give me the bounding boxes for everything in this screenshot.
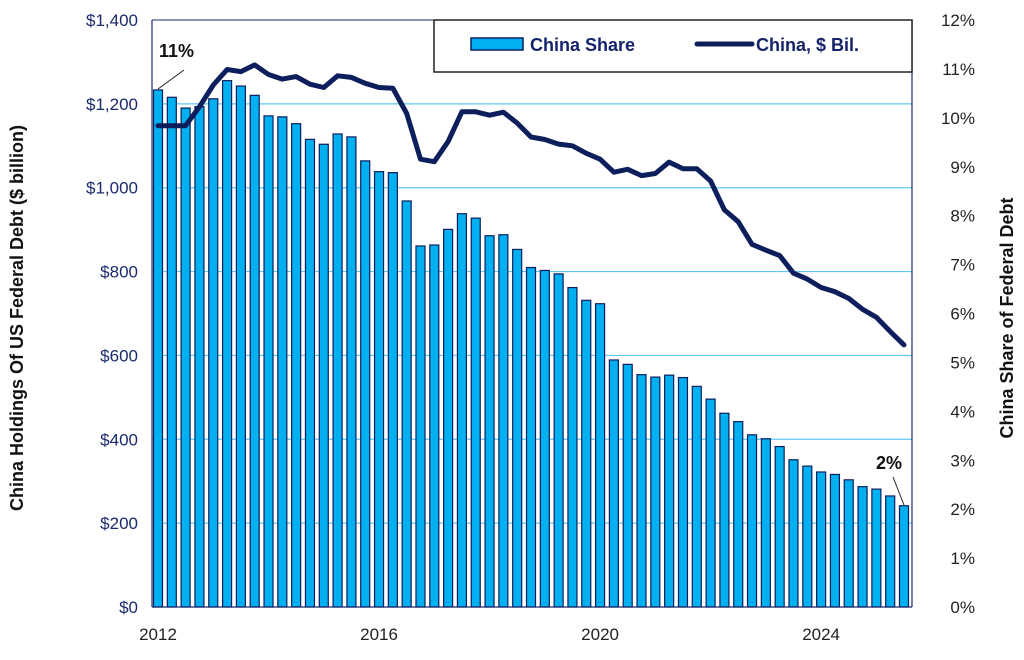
bar xyxy=(691,385,702,608)
right-axis-ticks: 0% 1% 2% 3% 4% 5% 6% 7% 8% 9% 10% 11% 12% xyxy=(941,11,975,617)
x-tick-label: 2016 xyxy=(360,625,398,644)
bar xyxy=(719,412,730,608)
x-tick-label: 2024 xyxy=(802,625,840,644)
bar xyxy=(746,434,758,608)
bar xyxy=(484,235,495,608)
bar xyxy=(760,438,771,608)
bar xyxy=(277,116,288,608)
bar xyxy=(429,244,440,608)
bar xyxy=(180,107,191,608)
right-tick-label: 9% xyxy=(950,158,975,177)
bar xyxy=(857,486,868,608)
right-tick-label: 12% xyxy=(941,11,975,30)
bar xyxy=(843,479,854,608)
left-tick-label: $1,000 xyxy=(86,179,138,198)
line-series-china-holdings xyxy=(155,62,907,348)
bar xyxy=(567,286,578,608)
right-tick-label: 3% xyxy=(950,451,975,470)
bar xyxy=(650,376,661,608)
right-tick-label: 10% xyxy=(941,109,975,128)
bar xyxy=(152,89,164,608)
bar xyxy=(346,136,357,608)
bar xyxy=(415,245,426,608)
right-tick-label: 5% xyxy=(950,353,975,372)
bar xyxy=(788,459,799,608)
bar xyxy=(304,138,316,608)
left-axis-title: China Holdings Of US Federal Debt ($ bil… xyxy=(7,125,27,511)
annotation-11pct: 11% xyxy=(157,41,194,90)
bar xyxy=(622,363,633,608)
bar xyxy=(885,495,896,608)
bar xyxy=(263,115,274,608)
bar xyxy=(816,471,827,608)
bar xyxy=(677,376,689,608)
right-tick-label: 0% xyxy=(950,598,975,617)
bar xyxy=(291,123,302,608)
bar xyxy=(373,171,385,608)
legend-swatch-bar xyxy=(470,37,524,51)
bar xyxy=(705,398,716,608)
left-tick-label: $1,400 xyxy=(86,11,138,30)
right-axis-title: China Share of Federal Debt xyxy=(997,197,1017,438)
left-tick-label: $200 xyxy=(100,514,138,533)
left-tick-label: $1,200 xyxy=(86,95,138,114)
line-path xyxy=(155,62,907,348)
legend: China Share China, $ Bil. xyxy=(433,19,913,73)
right-tick-label: 11% xyxy=(942,60,975,79)
left-tick-label: $800 xyxy=(100,263,138,282)
bar xyxy=(636,374,647,608)
annotation-leader xyxy=(892,476,905,506)
bar xyxy=(664,374,675,608)
bar xyxy=(456,213,468,608)
x-tick-label: 2020 xyxy=(581,625,619,644)
right-tick-label: 7% xyxy=(950,256,975,275)
annotation-2pct: 2% xyxy=(876,453,905,506)
annotation-label-2pct: 2% xyxy=(876,453,902,473)
legend-label-china-bil: China, $ Bil. xyxy=(756,35,859,55)
bar xyxy=(166,96,177,608)
left-axis-ticks: $0 $200 $400 $600 $800 $1,000 $1,200 $1,400 xyxy=(86,11,138,617)
bar xyxy=(512,248,523,608)
x-tick-label: 2012 xyxy=(139,625,177,644)
bar xyxy=(802,465,813,608)
left-tick-label: $0 xyxy=(119,598,138,617)
bar xyxy=(498,234,509,608)
annotation-leader xyxy=(157,69,185,90)
bar xyxy=(733,421,744,608)
left-tick-label: $600 xyxy=(100,346,138,365)
right-tick-label: 1% xyxy=(950,549,975,568)
bar xyxy=(360,160,371,608)
bar xyxy=(443,228,454,608)
right-tick-label: 6% xyxy=(950,305,975,324)
bar xyxy=(553,273,564,608)
right-tick-label: 2% xyxy=(950,500,975,519)
bar xyxy=(387,172,398,608)
x-axis-ticks: 2012 2016 2020 2024 xyxy=(139,625,840,644)
bar xyxy=(194,105,205,608)
bar xyxy=(318,143,329,608)
bar xyxy=(539,269,550,608)
bar xyxy=(401,200,412,608)
bar xyxy=(594,303,606,608)
bar xyxy=(581,299,592,608)
bar xyxy=(208,98,219,608)
bar xyxy=(470,217,481,608)
right-tick-label: 8% xyxy=(950,207,975,226)
bar-series-china-share xyxy=(152,80,910,608)
bar xyxy=(235,85,246,608)
bar xyxy=(525,266,537,608)
right-tick-label: 4% xyxy=(950,402,975,421)
bar xyxy=(221,80,233,608)
bar xyxy=(898,505,910,608)
bar xyxy=(249,94,260,608)
left-tick-label: $400 xyxy=(100,430,138,449)
bar xyxy=(332,133,343,608)
annotation-label-11pct: 11% xyxy=(159,41,194,61)
legend-label-china-share: China Share xyxy=(530,35,635,55)
bar xyxy=(608,359,619,608)
bar xyxy=(871,488,882,608)
bar xyxy=(774,445,785,608)
bar xyxy=(829,473,841,608)
